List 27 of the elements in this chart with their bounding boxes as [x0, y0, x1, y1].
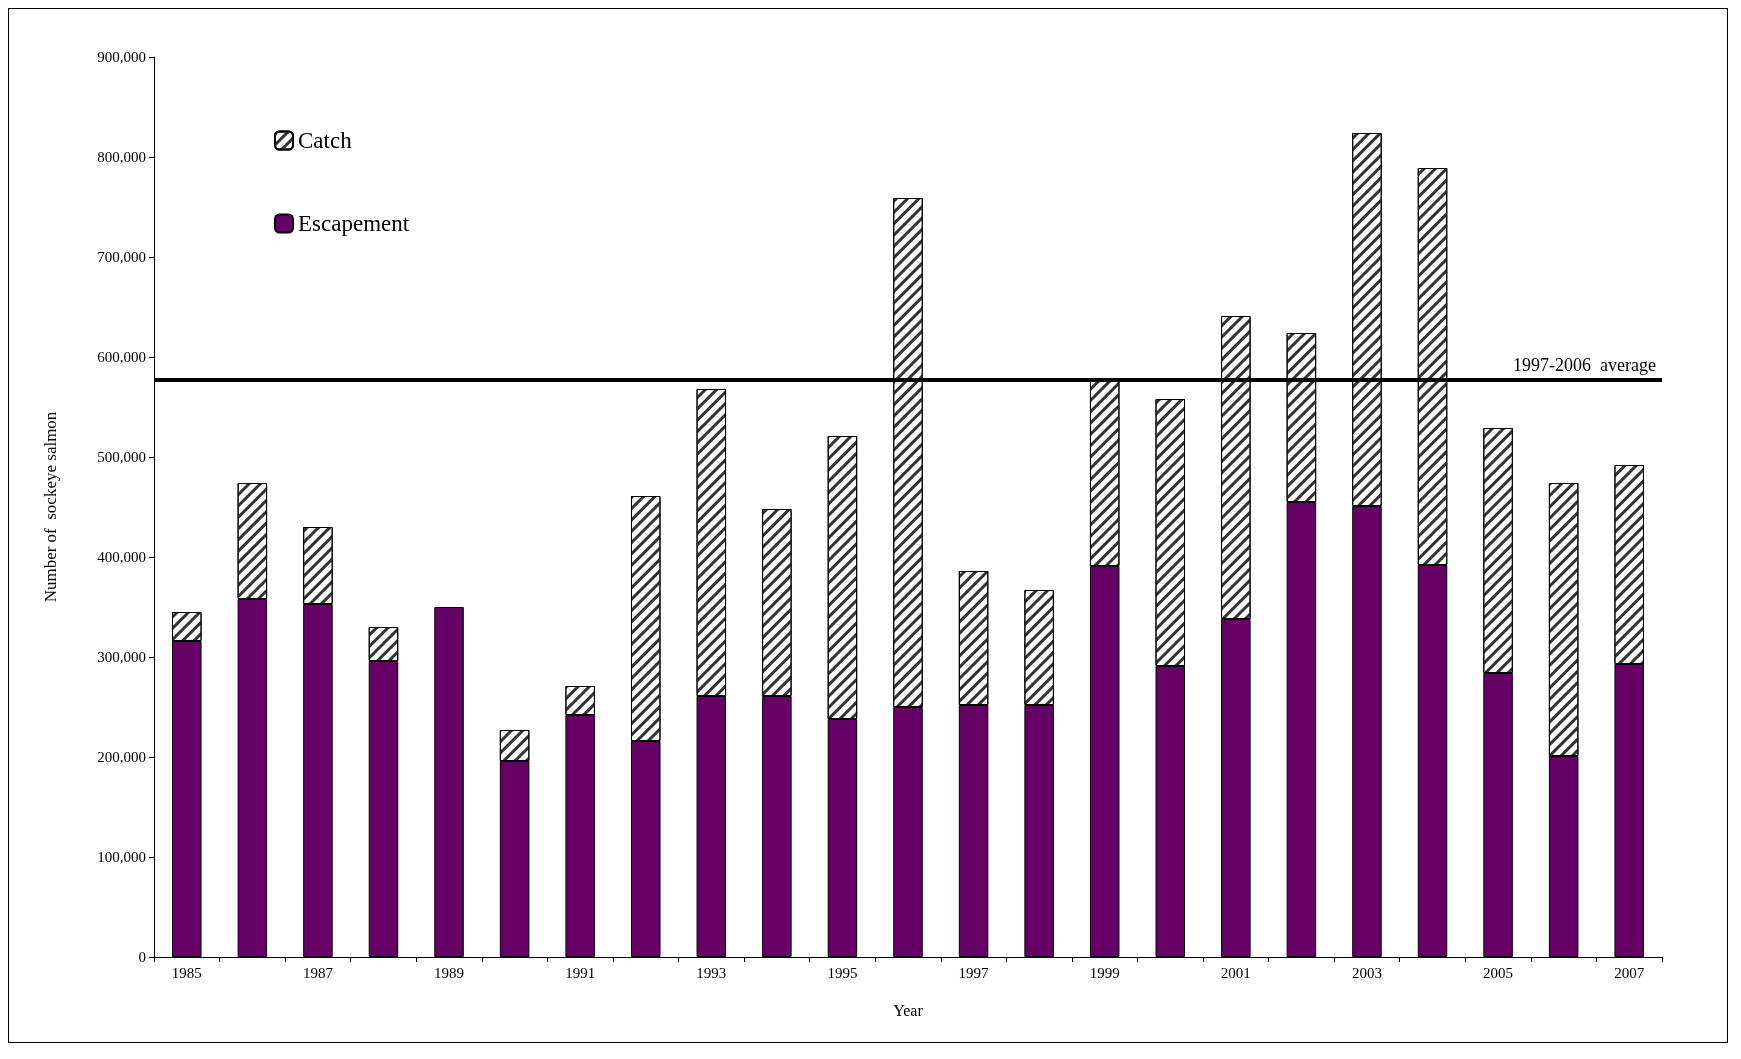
x-tick-label: 2007 [1614, 964, 1645, 981]
x-tick-label: 1989 [434, 964, 465, 981]
y-tick-label: 100,000 [97, 849, 146, 865]
x-tick-label: 1999 [1089, 964, 1120, 981]
y-tick-label: 600,000 [97, 349, 146, 365]
y-tick-label: 500,000 [97, 449, 146, 465]
x-tick-label: 2001 [1220, 964, 1251, 981]
x-tick-label: 1991 [565, 964, 596, 981]
x-tick-label: 2003 [1351, 964, 1382, 981]
y-tick-label: 300,000 [97, 649, 146, 665]
y-tick-label: 800,000 [97, 149, 146, 165]
y-tick-label: 700,000 [97, 249, 146, 265]
x-tick-label: 1993 [696, 964, 727, 981]
y-tick-label: 0 [138, 949, 146, 965]
x-tick-label: 1985 [171, 964, 202, 981]
x-tick-label: 1987 [302, 964, 334, 981]
x-axis-title: Year [893, 1001, 924, 1019]
y-tick-label: 400,000 [97, 549, 146, 565]
legend-label: Catch [298, 128, 353, 153]
ref-line-label: 1997-2006 average [1513, 355, 1656, 375]
legend-label: Escapement [298, 211, 410, 236]
y-tick-label: 900,000 [97, 49, 146, 65]
y-tick-label: 200,000 [97, 749, 146, 765]
x-tick-label: 2005 [1483, 964, 1514, 981]
y-axis-title: Number of sockeye salmon [41, 411, 60, 603]
x-tick-label: 1997 [958, 964, 990, 981]
x-tick-label: 1995 [827, 964, 858, 981]
